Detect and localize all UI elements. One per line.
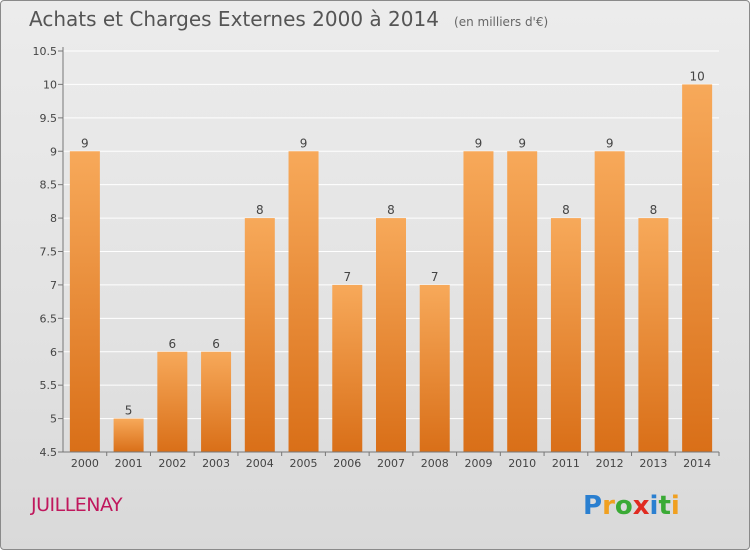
- x-tick-label: 2002: [158, 457, 186, 470]
- y-tick-label: 6.5: [40, 312, 58, 325]
- y-tick-label: 5: [50, 413, 57, 426]
- x-tick-label: 2005: [290, 457, 318, 470]
- logo-letter: i: [670, 491, 680, 521]
- x-tick-label: 2010: [508, 457, 536, 470]
- bar: [288, 151, 319, 452]
- bar: [332, 284, 363, 452]
- x-tick-label: 2013: [639, 457, 667, 470]
- axis-layer: 4.5 5 5.5 6 6.5 7 7.5 8 8.5 9 9.5 10 10.5 2000 2001 200…: [33, 45, 720, 470]
- bar: [69, 151, 100, 452]
- y-tick-label: 6: [50, 346, 57, 359]
- x-tick-label: 2007: [377, 457, 405, 470]
- bar: [419, 284, 450, 452]
- x-tick-label: 2009: [464, 457, 492, 470]
- y-tick-label: 4.5: [40, 446, 58, 459]
- title-row: Achats et Charges Externes 2000 à 2014 (…: [29, 7, 548, 31]
- data-label: 5: [125, 404, 133, 418]
- bar: [201, 351, 232, 452]
- bar: [682, 84, 713, 453]
- logo-letter: o: [614, 491, 633, 521]
- proxiti-logo[interactable]: Proxiti: [583, 491, 680, 521]
- bar: [376, 218, 406, 452]
- x-tick-label: 2008: [421, 457, 449, 470]
- data-label: 9: [300, 136, 308, 150]
- data-label: 6: [212, 337, 220, 351]
- bar: [638, 218, 669, 452]
- logo-letter: t: [658, 491, 671, 521]
- y-tick-label: 9: [50, 145, 57, 158]
- bar: [550, 218, 581, 452]
- y-tick-label: 5.5: [40, 379, 58, 392]
- y-tick-label: 7: [50, 279, 57, 292]
- bar: [507, 151, 538, 452]
- commune-name: JUILLENAY: [31, 494, 123, 516]
- bar: [594, 151, 625, 452]
- x-tick-label: 2001: [115, 457, 143, 470]
- chart-subtitle: (en milliers d'€): [454, 15, 549, 29]
- data-label: 10: [689, 69, 704, 83]
- x-tick-label: 2011: [552, 457, 580, 470]
- data-label: 8: [650, 203, 658, 217]
- data-label: 8: [562, 203, 570, 217]
- label-layer: 9 5 6 6 8 9 7 8 7 9 9 8 9 8 10: [81, 69, 705, 417]
- y-tick-label: 9.5: [40, 112, 58, 125]
- x-tick-label: 2000: [71, 457, 99, 470]
- x-tick-label: 2014: [683, 457, 711, 470]
- data-label: 8: [256, 203, 264, 217]
- data-label: 9: [81, 136, 89, 150]
- x-tick-label: 2004: [246, 457, 274, 470]
- y-tick-label: 10.5: [33, 45, 58, 58]
- y-tick-label: 8.5: [40, 179, 58, 192]
- bar: [244, 218, 275, 452]
- chart-title: Achats et Charges Externes 2000 à 2014: [29, 7, 439, 31]
- data-label: 6: [169, 337, 177, 351]
- y-tick-label: 10: [43, 78, 57, 91]
- bar: [113, 418, 144, 452]
- data-label: 9: [475, 136, 483, 150]
- y-tick-label: 7.5: [40, 246, 58, 259]
- bar: [157, 351, 188, 452]
- bar-layer: [69, 84, 713, 453]
- x-tick-label: 2006: [333, 457, 361, 470]
- y-tick-label: 8: [50, 212, 57, 225]
- x-tick-label: 2003: [202, 457, 230, 470]
- logo-letter: r: [602, 491, 615, 521]
- logo-letter: P: [583, 491, 603, 521]
- data-label: 8: [387, 203, 395, 217]
- data-label: 9: [606, 136, 614, 150]
- data-label: 9: [518, 136, 526, 150]
- logo-letter: i: [649, 491, 659, 521]
- data-label: 7: [431, 270, 439, 284]
- x-tick-label: 2012: [596, 457, 624, 470]
- logo-letter: x: [632, 491, 650, 521]
- data-label: 7: [343, 270, 351, 284]
- bar: [463, 151, 494, 452]
